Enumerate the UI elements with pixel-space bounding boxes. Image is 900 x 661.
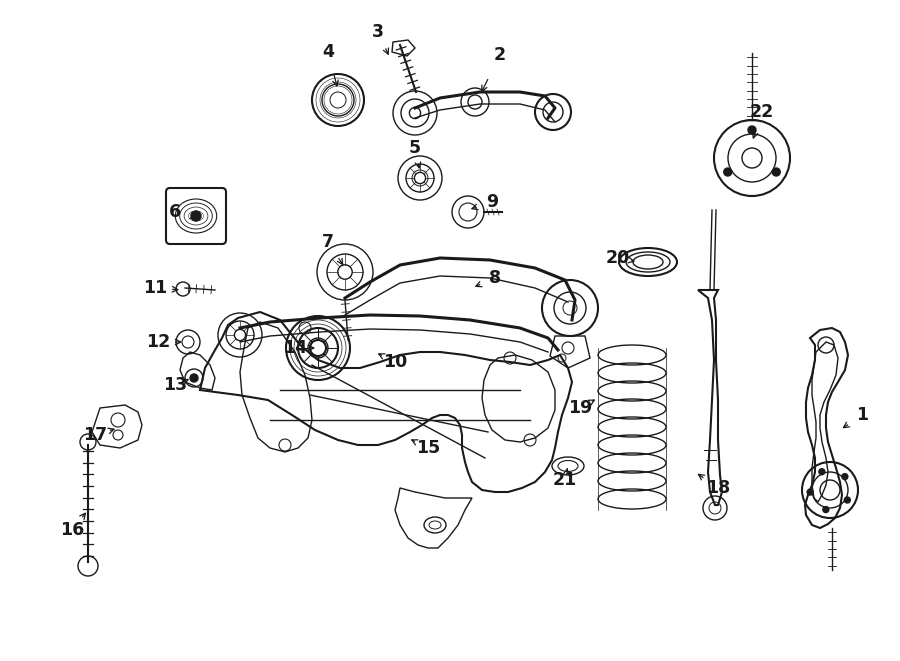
- Text: 22: 22: [750, 103, 774, 121]
- Text: 8: 8: [489, 269, 501, 287]
- Text: 21: 21: [553, 471, 577, 489]
- Circle shape: [724, 168, 732, 176]
- Text: 18: 18: [706, 479, 730, 497]
- Text: 15: 15: [416, 439, 440, 457]
- Text: 2: 2: [494, 46, 506, 64]
- Text: 20: 20: [606, 249, 630, 267]
- Circle shape: [819, 469, 825, 475]
- Circle shape: [844, 497, 850, 503]
- Circle shape: [191, 211, 201, 221]
- Circle shape: [807, 489, 813, 495]
- Circle shape: [823, 506, 829, 512]
- Text: 12: 12: [146, 333, 170, 351]
- Text: 19: 19: [568, 399, 592, 417]
- Circle shape: [113, 430, 123, 440]
- Text: 3: 3: [372, 23, 384, 41]
- Text: 10: 10: [382, 353, 407, 371]
- Text: 16: 16: [60, 521, 84, 539]
- Text: 17: 17: [83, 426, 107, 444]
- Circle shape: [772, 168, 780, 176]
- Text: 11: 11: [143, 279, 167, 297]
- Text: 9: 9: [486, 193, 498, 211]
- Text: 14: 14: [283, 339, 307, 357]
- Circle shape: [842, 474, 848, 480]
- Circle shape: [748, 126, 756, 134]
- Text: 5: 5: [409, 139, 421, 157]
- Text: 1: 1: [856, 406, 868, 424]
- Text: 7: 7: [322, 233, 334, 251]
- Text: 13: 13: [163, 376, 187, 394]
- Text: 4: 4: [322, 43, 334, 61]
- Text: 6: 6: [169, 203, 181, 221]
- Circle shape: [190, 374, 198, 382]
